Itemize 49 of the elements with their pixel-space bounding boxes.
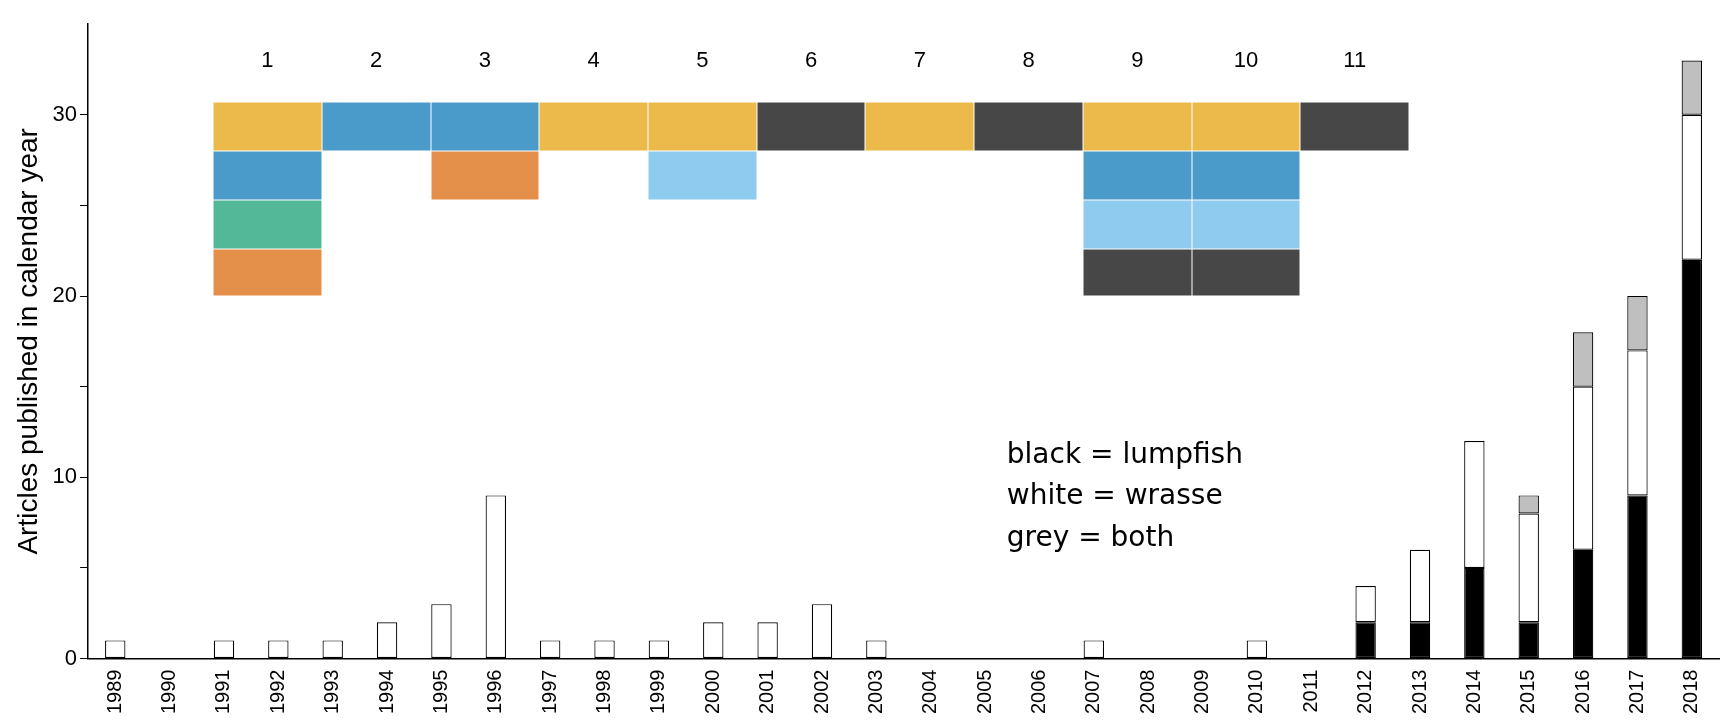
x-tick-label: 1993 [320,669,343,715]
x-tick-label: 2001 [755,669,778,715]
y-axis-title: Articles published in calendar year [11,128,43,555]
x-tick-label: 2005 [972,669,995,715]
annotation: 1 [260,46,275,75]
annotation: 9 [1130,46,1145,75]
x-tick-label: 1989 [102,669,125,715]
x-tick-label: 2011 [1298,669,1321,713]
x-tick-label: 2004 [918,669,941,715]
x-tick-label: 2016 [1570,669,1593,715]
x-tick-label: 2018 [1679,669,1702,715]
annotation: black = lumpfish [1006,436,1243,471]
y-tick-label: 0 [64,644,78,670]
annotation: 10 [1232,46,1260,75]
annotation: 5 [695,46,710,75]
x-tick-label: 1991 [211,669,234,715]
y-tick-label: 30 [52,100,78,126]
x-tick-label: 2014 [1461,669,1484,715]
x-tick-label: 1995 [428,669,451,715]
annotation: 2 [369,46,384,75]
y-tick-label: 10 [52,463,78,489]
x-tick-label: 1996 [483,669,506,715]
annotation: 3 [477,46,493,75]
x-tick-label: 2007 [1081,669,1104,715]
x-tick-label: 1990 [157,669,180,715]
x-tick-label: 2013 [1407,669,1430,715]
y-tick-label: 20 [52,282,78,308]
x-tick-label: 1999 [646,669,669,715]
x-tick-label: 2003 [863,669,886,715]
annotation: 11 [1342,46,1368,75]
annotation: 7 [912,46,927,75]
x-tick-label: 1994 [374,669,397,715]
x-tick-label: 1992 [265,669,288,715]
annotation: 6 [804,46,819,75]
x-tick-label: 2017 [1624,669,1647,715]
x-tick-label: 2002 [809,669,832,715]
x-tick-label: 2010 [1244,669,1267,715]
x-tick-label: 2015 [1516,669,1539,715]
annotation: 4 [586,46,601,75]
annotation: 8 [1021,46,1036,75]
x-tick-label: 2000 [700,669,723,715]
x-tick-label: 2012 [1353,669,1376,715]
x-tick-label: 1998 [592,669,615,715]
annotation: grey = both [1006,520,1175,555]
annotation: white = wrasse [1006,478,1223,513]
x-tick-label: 1997 [537,669,560,715]
x-tick-label: 2008 [1135,669,1158,715]
x-tick-label: 2009 [1190,669,1213,715]
x-tick-label: 2006 [1026,669,1049,715]
